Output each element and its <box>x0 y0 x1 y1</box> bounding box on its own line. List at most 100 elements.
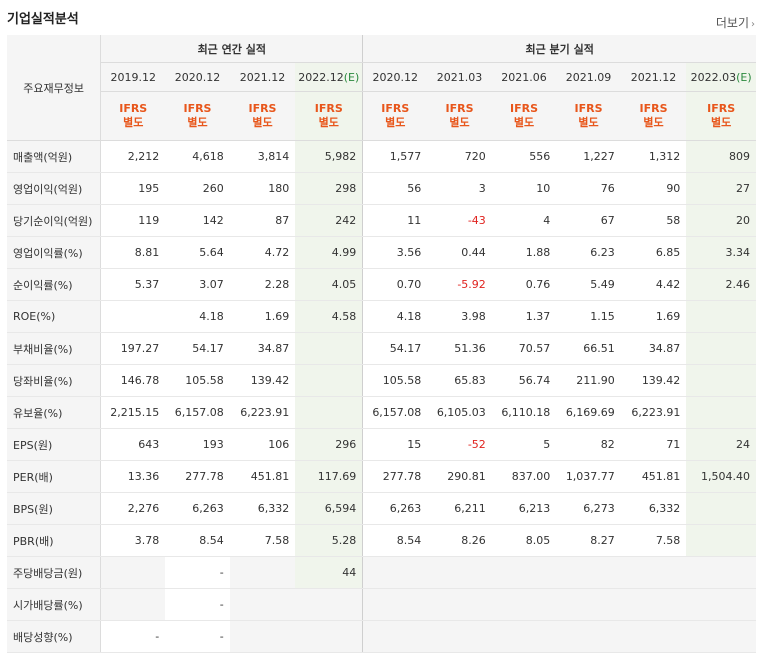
estimate-marker: (E) <box>736 70 752 84</box>
table-cell: 71 <box>620 428 687 461</box>
table-cell <box>295 620 363 653</box>
table-row: 시가배당률(%) - <box>7 588 756 621</box>
table-cell: 4 <box>491 204 557 237</box>
more-link[interactable]: 더보기 › <box>716 14 755 31</box>
table-cell: 6,263 <box>362 492 428 525</box>
table-cell: 6,157.08 <box>362 396 428 429</box>
table-cell: 8.81 <box>100 236 166 269</box>
table-cell: 146.78 <box>100 364 166 397</box>
table-cell: 3 <box>427 172 492 205</box>
table-cell <box>491 588 557 621</box>
table-cell: 6,223.91 <box>229 396 296 429</box>
ifrs-label: IFRS <box>574 102 603 115</box>
ifrs-label: IFRS <box>381 102 410 115</box>
row-label: 영업이익(억원) <box>7 172 102 205</box>
table-cell: -52 <box>427 428 492 461</box>
table-cell: - <box>100 620 166 653</box>
table-cell: 24 <box>686 428 756 461</box>
table-cell: 11 <box>362 204 428 237</box>
period-header: 2021.12 <box>620 62 687 92</box>
row-header-label: 주요재무정보 <box>7 35 102 141</box>
table-cell: 277.78 <box>362 460 428 493</box>
table-cell: 3.78 <box>100 524 166 557</box>
table-cell: 117.69 <box>295 460 363 493</box>
table-cell <box>295 332 363 365</box>
table-cell <box>229 588 296 621</box>
period-header-row: 2019.12 2020.12 2021.12 2022.12(E) 2020.12 20… <box>7 62 756 92</box>
ifrs-basis-label: 별도 <box>643 116 664 129</box>
table-cell: 211.90 <box>556 364 621 397</box>
table-cell: 56 <box>362 172 428 205</box>
period-label: 2021.03 <box>436 70 483 84</box>
table-cell: 4.18 <box>165 300 230 333</box>
table-cell: 90 <box>620 172 687 205</box>
table-cell: 2,212 <box>100 140 166 173</box>
ifrs-basis-label: 별도 <box>513 116 535 129</box>
group-annual-header: 최근 연간 실적 <box>100 35 363 63</box>
table-cell: 260 <box>165 172 230 205</box>
table-cell <box>295 588 363 621</box>
table-cell: 1,504.40 <box>686 460 756 493</box>
table-row: 영업이익률(%) 8.81 5.64 4.72 4.99 3.56 0.44 1.88 6.23… <box>7 236 756 269</box>
ifrs-label: IFRS <box>639 102 668 115</box>
table-cell: 6,157.08 <box>165 396 230 429</box>
table-cell: 58 <box>620 204 687 237</box>
table-cell: 6,594 <box>295 492 363 525</box>
row-label: PBR(배) <box>7 524 102 557</box>
table-cell: 195 <box>100 172 166 205</box>
table-cell: 8.05 <box>491 524 557 557</box>
table-cell: 54.17 <box>165 332 230 365</box>
table-cell <box>686 300 756 333</box>
row-label: 배당성향(%) <box>7 620 102 653</box>
row-label: 당기순이익(억원) <box>7 204 102 237</box>
table-row: PBR(배) 3.78 8.54 7.58 5.28 8.54 8.26 8.05 8.27 7.… <box>7 524 756 557</box>
row-label: 당좌비율(%) <box>7 364 102 397</box>
table-row: 당기순이익(억원) 119 142 87 242 11 -43 4 67 58 20 <box>7 204 756 237</box>
table-cell: 70.57 <box>491 332 557 365</box>
table-cell <box>100 556 166 589</box>
ifrs-header: IFRS 별도 <box>362 91 428 141</box>
table-cell: 5.64 <box>165 236 230 269</box>
period-header: 2020.12 <box>165 62 230 92</box>
table-cell: 5.49 <box>556 268 621 301</box>
table-row: 배당성향(%) - - <box>7 620 756 653</box>
table-cell: 51.36 <box>427 332 492 365</box>
table-cell <box>100 588 166 621</box>
period-header: 2019.12 <box>100 62 166 92</box>
table-cell: 106 <box>229 428 296 461</box>
period-label: 2020.12 <box>372 70 419 84</box>
table-cell <box>427 556 492 589</box>
table-cell: 6,332 <box>620 492 687 525</box>
ifrs-label: IFRS <box>314 102 343 115</box>
table-cell: 1.69 <box>620 300 687 333</box>
table-row: 매출액(억원) 2,212 4,618 3,814 5,982 1,577 720 556 1,… <box>7 140 756 173</box>
row-label: 부채비율(%) <box>7 332 102 365</box>
row-label: 주당배당금(원) <box>7 556 102 589</box>
table-cell: -43 <box>427 204 492 237</box>
table-cell: 1,227 <box>556 140 621 173</box>
table-cell <box>295 364 363 397</box>
period-label: 2021.06 <box>501 70 547 84</box>
table-cell: 809 <box>686 140 756 173</box>
table-cell: 34.87 <box>229 332 296 365</box>
period-label: 2022.03 <box>690 70 737 84</box>
period-header: 2022.12(E) <box>295 62 363 92</box>
period-header: 2021.09 <box>556 62 621 92</box>
ifrs-header: IFRS 별도 <box>556 91 621 141</box>
table-cell: 0.44 <box>427 236 492 269</box>
table-cell: 451.81 <box>620 460 687 493</box>
table-cell: 8.54 <box>165 524 230 557</box>
table-cell: 1.88 <box>491 236 557 269</box>
ifrs-header: IFRS 별도 <box>491 91 557 141</box>
table-cell: 4.72 <box>229 236 296 269</box>
ifrs-label: IFRS <box>119 102 148 115</box>
table-cell: 4.05 <box>295 268 363 301</box>
table-row: 순이익률(%) 5.37 3.07 2.28 4.05 0.70 -5.92 0.76 5.49… <box>7 268 756 301</box>
ifrs-basis-label: 별도 <box>123 116 144 129</box>
table-cell: 5.37 <box>100 268 166 301</box>
table-cell: 20 <box>686 204 756 237</box>
table-cell <box>620 620 687 653</box>
table-cell: 6,273 <box>556 492 621 525</box>
table-cell: 3.34 <box>686 236 756 269</box>
table-cell: 2.28 <box>229 268 296 301</box>
